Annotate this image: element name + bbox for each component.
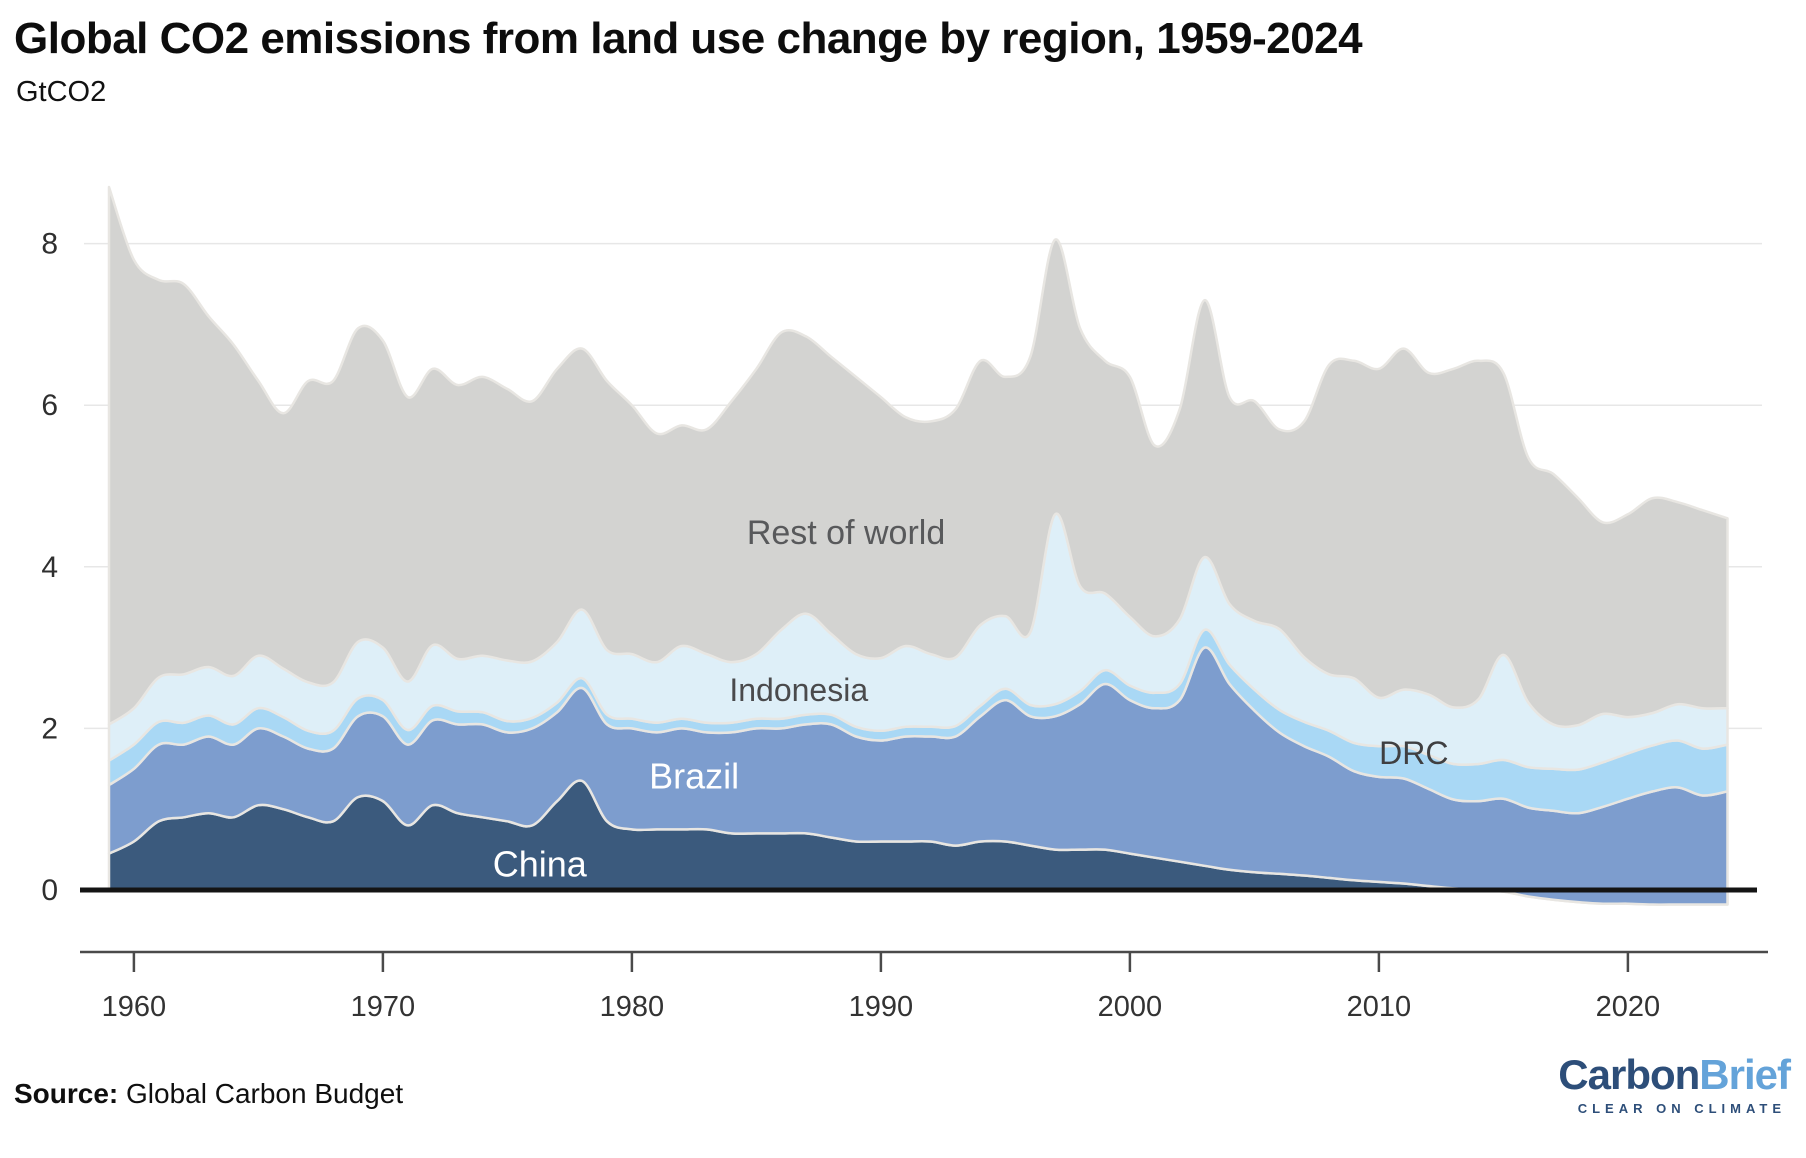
- x-tick-label-1990: 1990: [849, 991, 914, 1023]
- logo-wordmark: CarbonBrief: [1558, 1051, 1791, 1098]
- chart-title: Global CO2 emissions from land use chang…: [14, 14, 1363, 63]
- x-tick-label-1980: 1980: [600, 991, 665, 1023]
- region-label-china: China: [493, 844, 588, 885]
- x-tick-label-2020: 2020: [1596, 991, 1661, 1023]
- chart-unit-subtitle: GtCO2: [16, 76, 107, 108]
- area-rest-of-world: [107, 185, 1729, 729]
- x-tick-label-2000: 2000: [1098, 991, 1163, 1023]
- x-tick-label-1960: 1960: [102, 991, 167, 1023]
- logo-carbon: Carbon: [1558, 1051, 1700, 1098]
- x-tick-label-2010: 2010: [1347, 991, 1412, 1023]
- y-tick-label-4: 4: [41, 551, 58, 584]
- logo-tagline: CLEAR ON CLIMATE: [1577, 1101, 1786, 1116]
- source-label: Source:: [14, 1078, 119, 1109]
- source-line: Source: Global Carbon Budget: [14, 1078, 403, 1110]
- region-label-brazil: Brazil: [649, 756, 739, 797]
- y-tick-label-2: 2: [41, 712, 58, 745]
- region-label-indonesia: Indonesia: [729, 672, 868, 708]
- region-label-rest-of-world: Rest of world: [747, 514, 945, 552]
- y-tick-label-6: 6: [41, 389, 58, 422]
- source-text: Global Carbon Budget: [118, 1078, 404, 1109]
- x-tick-label-1970: 1970: [351, 991, 416, 1023]
- logo-brief: Brief: [1699, 1051, 1791, 1098]
- y-tick-label-8: 8: [41, 228, 58, 261]
- y-tick-label-0: 0: [41, 874, 58, 907]
- region-label-drc: DRC: [1379, 735, 1448, 771]
- carbonbrief-logo: CarbonBrief CLEAR ON CLIMATE: [1558, 1051, 1791, 1116]
